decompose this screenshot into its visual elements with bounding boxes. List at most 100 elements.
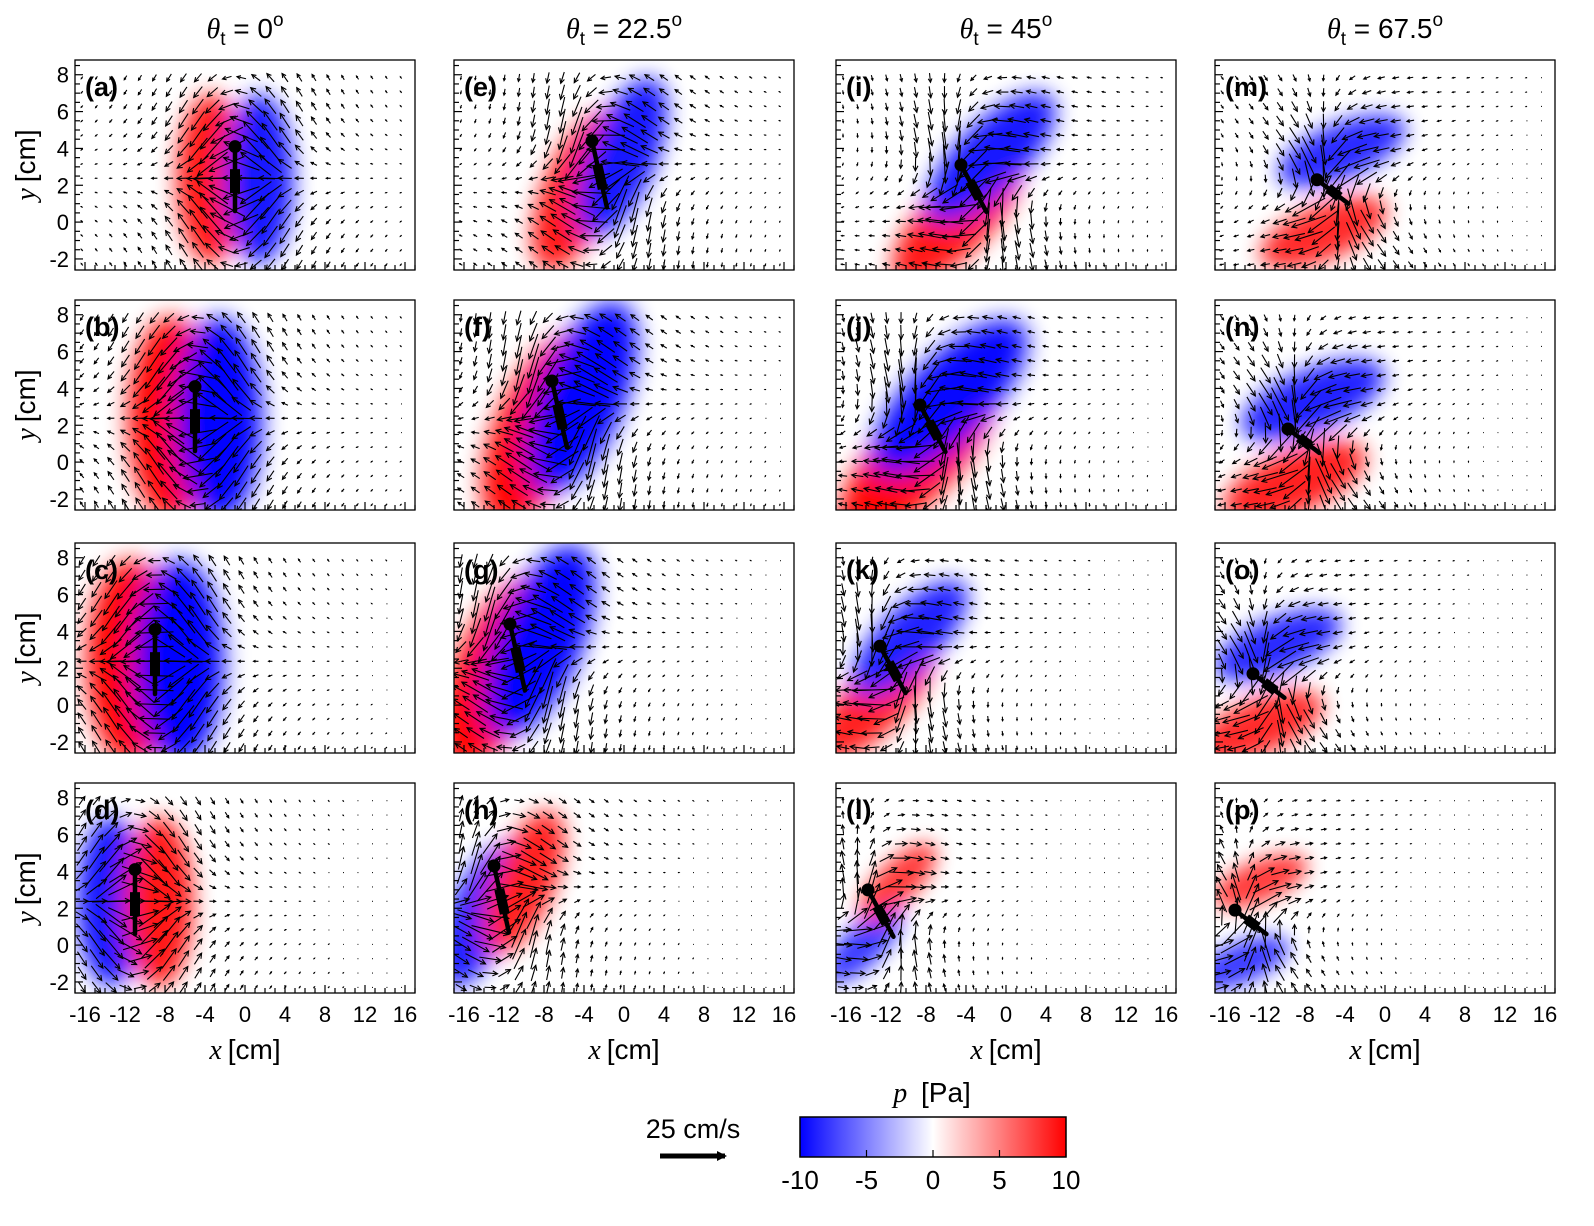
velocity-arrowhead (137, 91, 142, 96)
velocity-arrow (231, 426, 252, 440)
velocity-arrowhead (90, 709, 97, 717)
velocity-arrowhead (196, 871, 204, 878)
velocity-arrowhead (135, 317, 142, 324)
velocity-arrowhead (601, 645, 606, 649)
velocity-arrow (486, 565, 494, 585)
velocity-arrowhead (676, 602, 679, 605)
velocity-arrowhead (311, 460, 315, 464)
velocity-arrow (264, 242, 277, 258)
velocity-arrowhead (161, 497, 169, 504)
velocity-arrowhead (93, 485, 98, 491)
velocity-arrow (107, 386, 115, 393)
velocity-arrowhead (779, 264, 781, 267)
velocity-arrow (109, 848, 142, 868)
velocity-arrowhead (172, 864, 179, 872)
velocity-arrowhead (99, 949, 105, 957)
velocity-arrowhead (134, 630, 141, 637)
velocity-arrowhead (325, 402, 329, 405)
velocity-arrowhead (705, 316, 708, 319)
velocity-arrowhead (471, 667, 478, 674)
velocity-arrow (295, 144, 304, 155)
velocity-arrow (92, 796, 101, 806)
velocity-arrow (601, 586, 611, 593)
velocity-arrowhead (294, 144, 301, 151)
velocity-arrowhead (220, 324, 227, 331)
velocity-arrowhead (499, 560, 506, 567)
velocity-arrowhead (566, 328, 574, 334)
panel-h: (h)-16 -12 -8 -4 0 4 8 12 16x [cm] (448, 782, 796, 1066)
velocity-arrow (91, 581, 102, 597)
velocity-arrowhead (619, 142, 627, 148)
velocity-arrow (101, 833, 121, 854)
velocity-arrowhead (241, 928, 245, 931)
velocity-arrow (209, 869, 216, 876)
velocity-arrowhead (384, 191, 387, 194)
y-axis-label-unit: [cm] (10, 129, 41, 182)
velocity-arrowhead (297, 689, 300, 692)
velocity-arrowhead (311, 73, 316, 78)
velocity-arrowhead (135, 497, 142, 504)
velocity-arrowhead (601, 630, 606, 635)
velocity-arrowhead (550, 345, 558, 351)
velocity-arrow (499, 555, 510, 567)
velocity-arrowhead (601, 571, 607, 577)
velocity-arrowhead (483, 485, 491, 492)
velocity-arrow (178, 835, 189, 852)
velocity-arrow (92, 740, 101, 753)
velocity-arrow (458, 594, 464, 614)
axis-ticks (453, 64, 795, 270)
velocity-arrowhead (704, 148, 708, 151)
velocity-arrowhead (258, 195, 265, 202)
velocity-arrow (500, 380, 509, 399)
velocity-arrowhead (384, 235, 387, 238)
velocity-arrowhead (185, 658, 193, 665)
velocity-arrowhead (734, 559, 737, 562)
velocity-arrowhead (586, 494, 593, 502)
velocity-arrow (554, 329, 571, 335)
velocity-arrowhead (299, 929, 302, 931)
velocity-arrowhead (312, 703, 315, 706)
velocity-arrow (457, 846, 465, 870)
velocity-arrow (133, 366, 147, 385)
velocity-arrowhead (151, 245, 156, 251)
velocity-arrow (237, 312, 246, 324)
velocity-arrowhead (326, 373, 329, 376)
velocity-arrow (238, 570, 245, 580)
velocity-arrowhead (255, 843, 259, 847)
velocity-arrowhead (249, 399, 256, 406)
velocity-arrowhead (186, 638, 193, 645)
velocity-arrowhead (202, 492, 209, 499)
velocity-arrow (662, 244, 666, 256)
velocity-arrow (78, 555, 86, 566)
velocity-arrowhead (612, 385, 619, 392)
velocity-arrowhead (543, 151, 550, 159)
velocity-arrowhead (570, 556, 578, 563)
velocity-arrow (550, 610, 575, 627)
velocity-arrowhead (399, 206, 402, 208)
velocity-arrow (577, 407, 606, 429)
velocity-arrow (539, 570, 557, 580)
column-title-3: θt = 67.5o (1327, 10, 1443, 50)
velocity-arrowhead (644, 357, 650, 363)
velocity-arrowhead (123, 134, 126, 138)
velocity-arrowhead (585, 644, 591, 650)
velocity-arrowhead (457, 561, 464, 569)
velocity-arrowhead (617, 660, 621, 663)
velocity-arrowhead (587, 675, 593, 681)
velocity-arrowhead (470, 458, 476, 463)
velocity-arrowhead (310, 146, 315, 151)
velocity-arrow (107, 341, 115, 351)
x-tick-label: -8 (155, 1002, 175, 1027)
velocity-arrowhead (704, 345, 708, 348)
velocity-arrow (597, 412, 615, 425)
velocity-arrowhead (207, 581, 213, 588)
velocity-arrow (121, 326, 130, 338)
velocity-arrowhead (138, 715, 145, 722)
velocity-arrow (526, 371, 541, 408)
velocity-arrow (121, 354, 130, 367)
velocity-arrowhead (458, 177, 462, 180)
velocity-arrow (602, 557, 610, 564)
velocity-arrowhead (313, 829, 316, 831)
velocity-arrowhead (326, 264, 330, 269)
velocity-arrow (584, 314, 599, 322)
